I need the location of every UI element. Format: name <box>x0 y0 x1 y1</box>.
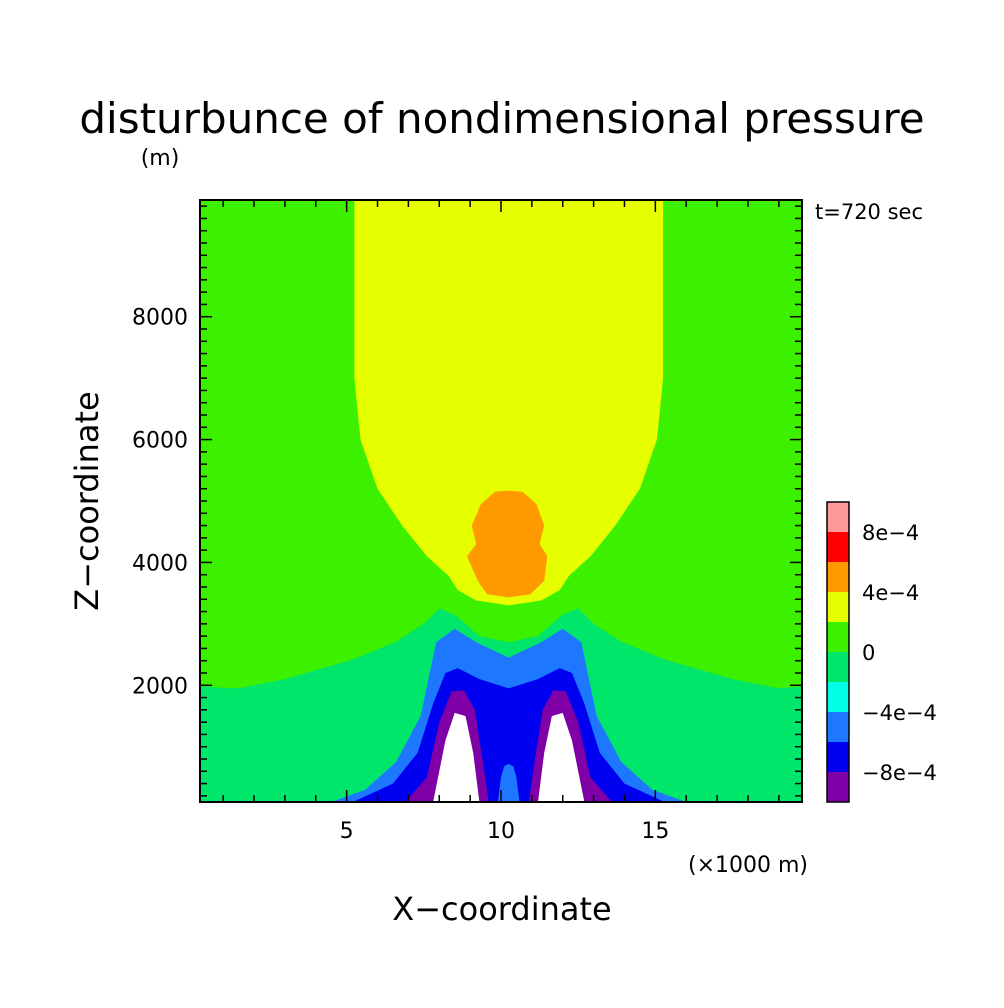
x-axis-label: X−coordinate <box>392 890 611 928</box>
time-label: t=720 sec <box>815 200 923 224</box>
colorbar-swatch <box>827 772 849 802</box>
x-tick-label: 5 <box>340 819 354 844</box>
colorbar-swatch <box>827 712 849 742</box>
colorbar-label: 4e−4 <box>862 581 919 605</box>
colorbar-swatch <box>827 622 849 652</box>
y-axis-unit: (m) <box>141 146 180 171</box>
plot-area <box>199 199 803 803</box>
colorbar-label: −8e−4 <box>862 761 937 785</box>
y-tick-label: 6000 <box>132 429 188 454</box>
contour-band-11 <box>467 490 548 598</box>
colorbar: −8e−4 −4e−4 0 4e−4 8e−4 <box>826 501 937 803</box>
x-tick-label: 15 <box>641 819 669 844</box>
contour-band-10 <box>354 200 664 606</box>
x-axis-unit: (×1000 m) <box>688 853 808 878</box>
y-tick-label: 4000 <box>132 551 188 576</box>
colorbar-swatch <box>827 682 849 712</box>
contour-band-7 <box>538 712 585 802</box>
chart-title: disturbunce of nondimensional pressure <box>79 94 924 143</box>
colorbar-label: −4e−4 <box>862 701 937 725</box>
contour-band-6 <box>433 712 480 802</box>
y-axis-label: Z−coordinate <box>68 391 106 610</box>
colorbar-frame <box>826 501 850 803</box>
colorbar-swatch <box>827 502 849 532</box>
colorbar-label: 8e−4 <box>862 521 919 545</box>
colorbar-swatch <box>827 532 849 562</box>
colorbar-label: 0 <box>862 641 875 665</box>
y-tick-label: 8000 <box>132 306 188 331</box>
colorbar-swatch <box>827 592 849 622</box>
colorbar-swatch <box>827 652 849 682</box>
contour-band-9 <box>497 763 520 802</box>
y-tick-label: 2000 <box>132 674 188 699</box>
colorbar-swatch <box>827 562 849 592</box>
colorbar-swatch <box>827 742 849 772</box>
x-tick-label: 10 <box>487 819 515 844</box>
